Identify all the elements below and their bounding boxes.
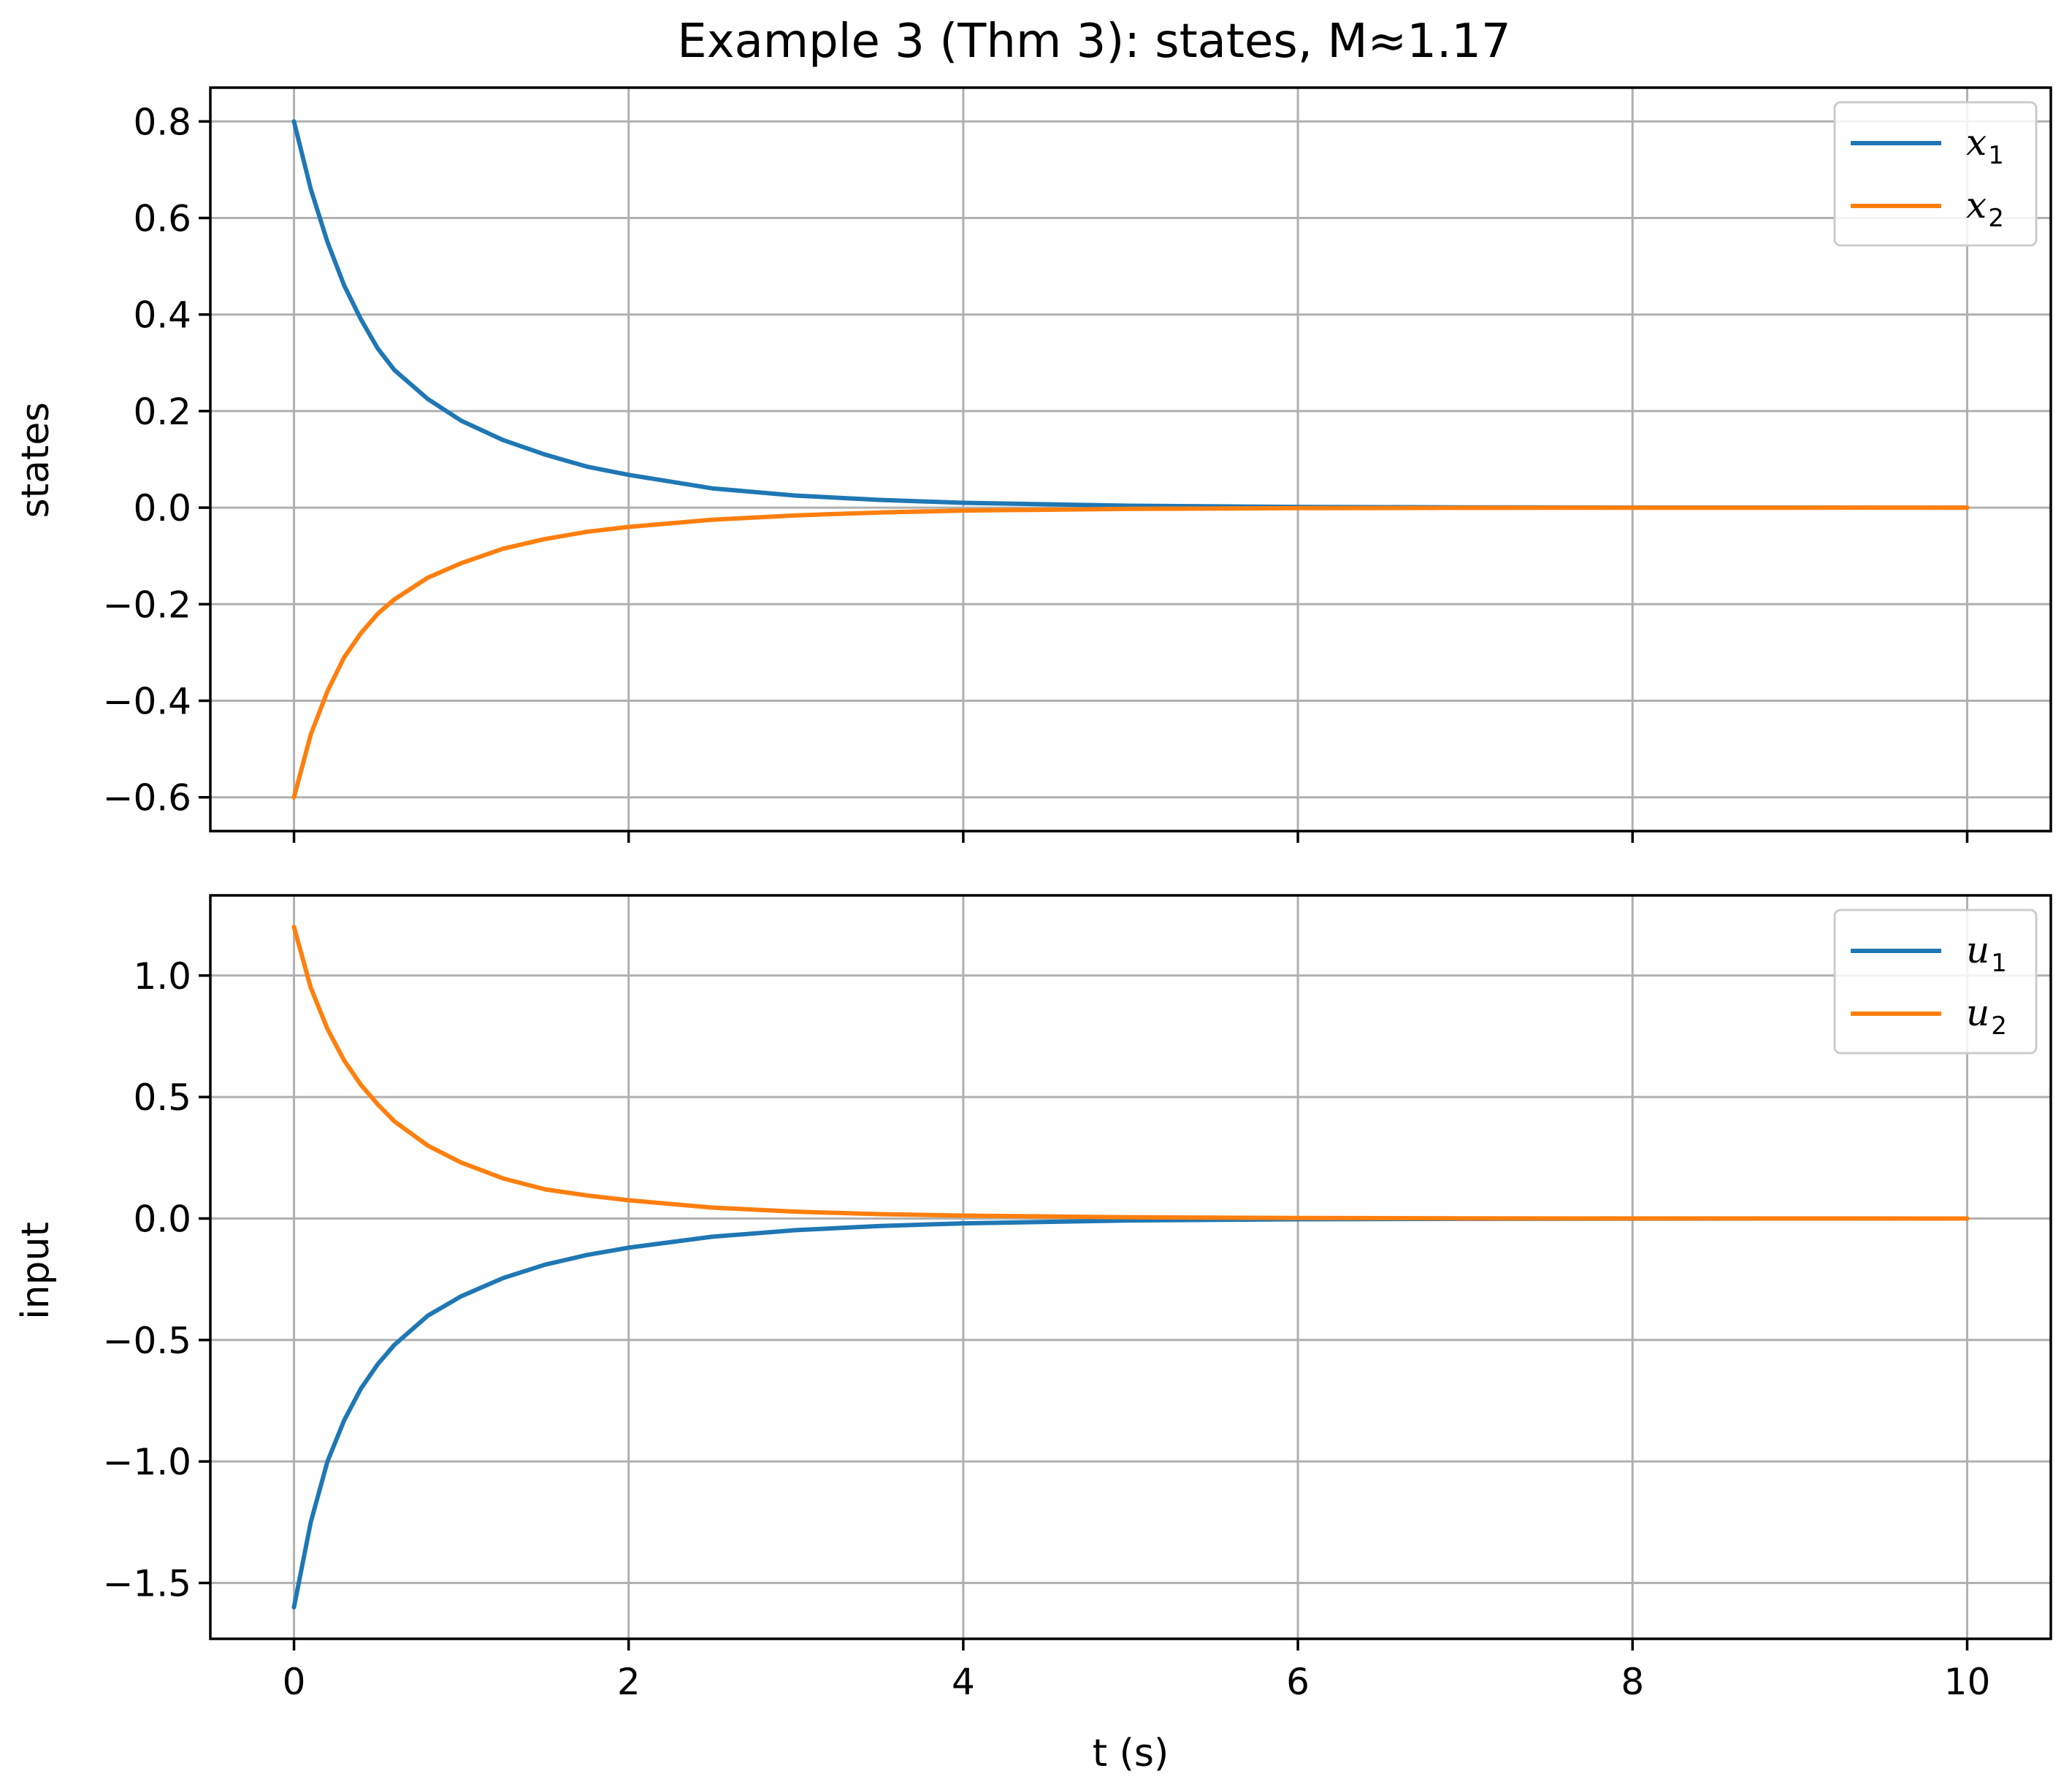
top-y-tick-label: −0.4: [103, 681, 191, 723]
top-y-tick-label: 0.2: [133, 391, 191, 433]
bottom-y-axis-label: input: [14, 1222, 58, 1320]
bottom-y-tick-label: −0.5: [103, 1320, 191, 1362]
top-y-tick-label: −0.6: [103, 777, 191, 819]
bottom-y-tick-label: −1.0: [103, 1441, 191, 1483]
top-series-x2-line: [291, 505, 1970, 800]
bottom-legend-box: [1833, 909, 2038, 1055]
bottom-y-tick-label: 1.0: [133, 955, 191, 998]
top-legend-label-x2: x2: [1966, 184, 2004, 233]
top-legend-box: [1833, 101, 2038, 247]
bottom-x-tick-label: 6: [1286, 1661, 1310, 1703]
top-legend-label-x1: x1: [1966, 121, 2004, 170]
bottom-legend-label-u1: u1: [1966, 929, 2007, 978]
top-y-tick-label: 0.4: [133, 294, 191, 337]
bottom-plot-frame: [209, 894, 2052, 1640]
bottom-series-u2-line: [291, 925, 1970, 1221]
top-y-tick-label: 0.8: [133, 101, 191, 143]
top-y-tick-label: 0.6: [133, 197, 191, 240]
bottom-x-tick-label: 8: [1621, 1661, 1644, 1703]
bottom-x-tick-label: 4: [952, 1661, 975, 1703]
bottom-legend-label-u2: u2: [1966, 992, 2007, 1041]
x-axis-label: t (s): [1093, 1732, 1169, 1775]
bottom-x-tick-label: 2: [617, 1661, 641, 1703]
bottom-y-tick-label: 0.0: [133, 1198, 191, 1240]
bottom-x-tick-label: 10: [1944, 1661, 1991, 1703]
top-plot-frame: [209, 86, 2052, 833]
bottom-x-tick-label: 0: [283, 1661, 306, 1703]
chart-title: Example 3 (Thm 3): states, M≈1.17: [677, 15, 1510, 69]
bottom-y-tick-label: −1.5: [103, 1562, 191, 1605]
top-y-tick-label: −0.2: [103, 584, 191, 626]
top-y-axis-label: states: [14, 402, 58, 519]
top-y-tick-label: 0.0: [133, 487, 191, 529]
bottom-y-tick-label: 0.5: [133, 1076, 191, 1119]
